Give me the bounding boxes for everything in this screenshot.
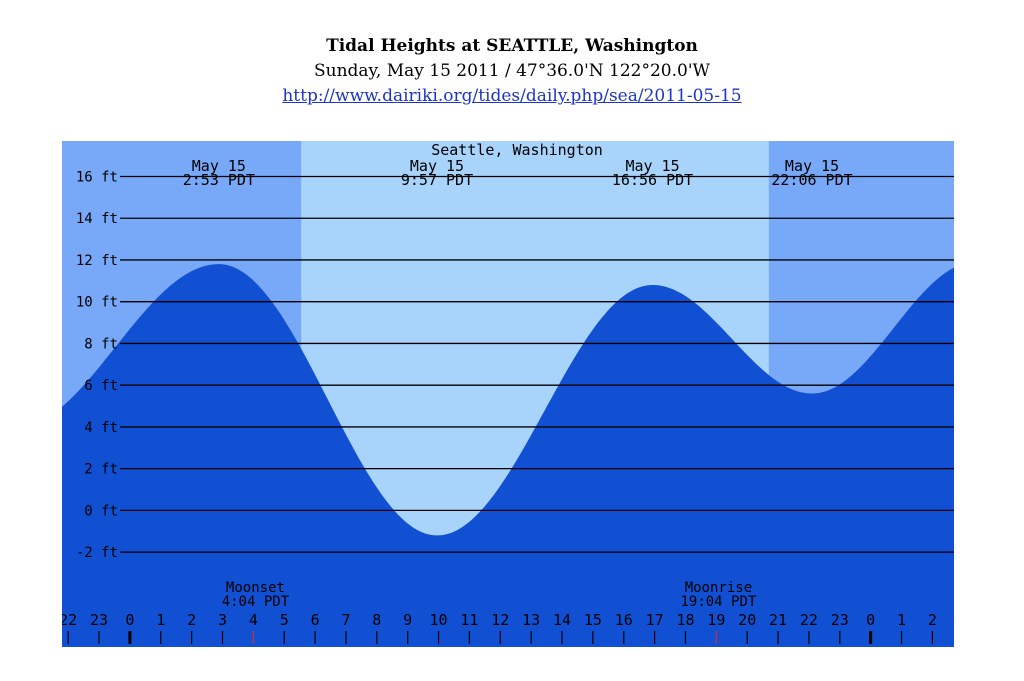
hour-label: 3 <box>218 611 227 629</box>
hour-label: 12 <box>491 611 509 629</box>
y-tick-label: 14 ft <box>76 211 118 227</box>
y-tick-label: 10 ft <box>76 295 118 311</box>
chart-location-title: Seattle, Washington <box>431 141 603 159</box>
moon-event-name: Moonrise <box>685 580 752 596</box>
hour-label: 13 <box>522 611 540 629</box>
hour-label: 0 <box>125 611 134 629</box>
y-tick-label: 16 ft <box>76 169 118 185</box>
hour-label: 23 <box>831 611 849 629</box>
hour-label: 23 <box>90 611 108 629</box>
hour-label: 20 <box>738 611 756 629</box>
y-tick-label: 8 ft <box>84 336 118 352</box>
y-tick-label: 2 ft <box>84 462 118 478</box>
source-url-link[interactable]: http://www.dairiki.org/tides/daily.php/s… <box>282 86 742 106</box>
moon-event-time: 4:04 PDT <box>222 594 290 610</box>
y-axis-labels: 16 ft 14 ft 12 ft 10 ft 8 ft 6 ft 4 ft 2 ft 0 ft… <box>76 169 118 561</box>
y-tick-label: 6 ft <box>84 378 118 394</box>
hour-label: 11 <box>460 611 478 629</box>
extreme-date-label: May 15 <box>625 157 679 175</box>
extreme-time-label: 16:56 PDT <box>612 171 693 189</box>
extreme-time-label: 22:06 PDT <box>771 171 852 189</box>
hour-label: 1 <box>156 611 165 629</box>
hour-axis: 22 23 0 1 2 3 4 5 6 7 8 9 10 11 12 13 14 15 16 17 18 19 20 21 22… <box>62 611 937 644</box>
hour-label: 17 <box>646 611 664 629</box>
y-tick-label: 12 ft <box>76 253 118 269</box>
hour-label: 21 <box>769 611 787 629</box>
hour-label: 6 <box>311 611 320 629</box>
y-tick-label: -2 ft <box>76 545 118 561</box>
grid-lines <box>120 175 954 553</box>
hour-label: 15 <box>584 611 602 629</box>
hour-label: 8 <box>372 611 381 629</box>
extreme-date-label: May 15 <box>410 157 464 175</box>
y-tick-label: 4 ft <box>84 420 118 436</box>
hour-label: 22 <box>800 611 818 629</box>
hour-label: 0 <box>866 611 875 629</box>
hour-label: 7 <box>341 611 350 629</box>
moon-event-time: 19:04 PDT <box>680 594 756 610</box>
hour-label: 14 <box>553 611 571 629</box>
moon-event-name: Moonset <box>226 580 285 596</box>
hour-label: 10 <box>430 611 448 629</box>
hour-label: 16 <box>615 611 633 629</box>
extreme-time-label: 2:53 PDT <box>183 171 255 189</box>
chart-main-title: Tidal Heights at SEATTLE, Washington <box>326 36 698 56</box>
hour-label: 2 <box>928 611 937 629</box>
tide-water-area <box>62 264 954 647</box>
hour-label: 9 <box>403 611 412 629</box>
hour-label: 18 <box>676 611 694 629</box>
extreme-date-label: May 15 <box>785 157 839 175</box>
extreme-date-label: May 15 <box>192 157 246 175</box>
hour-label: 22 <box>62 611 77 629</box>
y-tick-label: 0 ft <box>84 503 118 519</box>
hour-label: 2 <box>187 611 196 629</box>
chart-subtitle: Sunday, May 15 2011 / 47°36.0'N 122°20.0… <box>314 61 710 81</box>
hour-label: 19 <box>707 611 725 629</box>
hour-label: 1 <box>897 611 906 629</box>
tide-chart: 16 ft 14 ft 12 ft 10 ft 8 ft 6 ft 4 ft 2 ft 0 ft… <box>62 141 954 647</box>
hour-label: 4 <box>249 611 258 629</box>
hour-label: 5 <box>280 611 289 629</box>
extreme-time-label: 9:57 PDT <box>401 171 473 189</box>
